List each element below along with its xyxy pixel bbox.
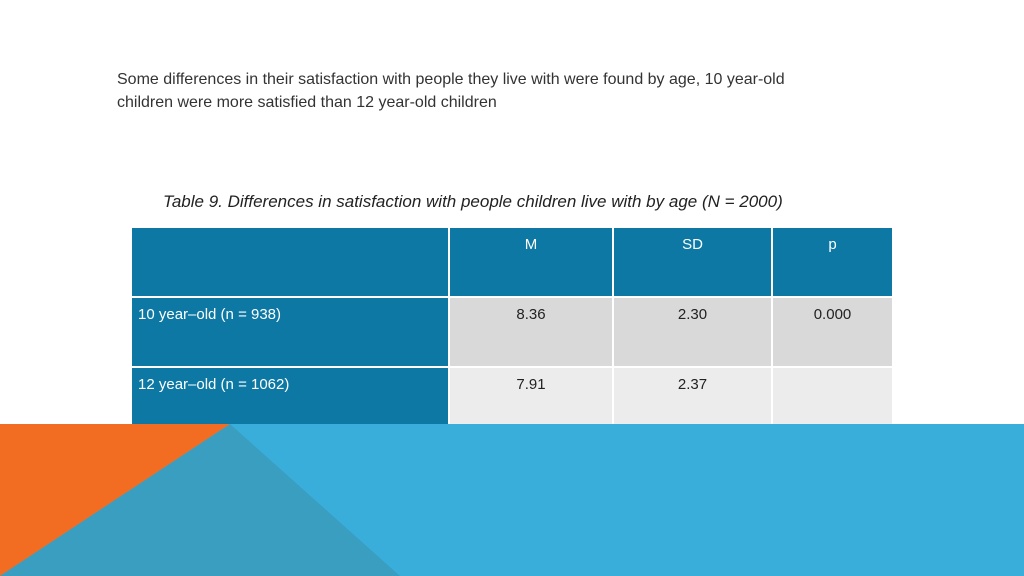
header-sd: SD	[612, 226, 773, 298]
intro-text: Some differences in their satisfaction w…	[117, 68, 917, 114]
intro-line-1: Some differences in their satisfaction w…	[117, 71, 785, 88]
header-p: p	[771, 226, 894, 298]
header-empty	[130, 226, 450, 298]
cell-m: 8.36	[448, 296, 614, 368]
cell-p: 0.000	[771, 296, 894, 368]
table-row: 10 year–old (n = 938) 8.36 2.30 0.000	[130, 296, 894, 368]
decorative-banner	[0, 424, 1024, 576]
header-m: M	[448, 226, 614, 298]
intro-line-2: children were more satisfied than 12 yea…	[117, 94, 497, 111]
cell-sd: 2.30	[612, 296, 773, 368]
table-header-row: M SD p	[130, 226, 894, 298]
banner-teal-triangle	[0, 424, 400, 576]
results-table: M SD p 10 year–old (n = 938) 8.36 2.30 0…	[130, 226, 894, 438]
row-label: 10 year–old (n = 938)	[130, 296, 450, 368]
table-caption: Table 9. Differences in satisfaction wit…	[163, 192, 783, 211]
